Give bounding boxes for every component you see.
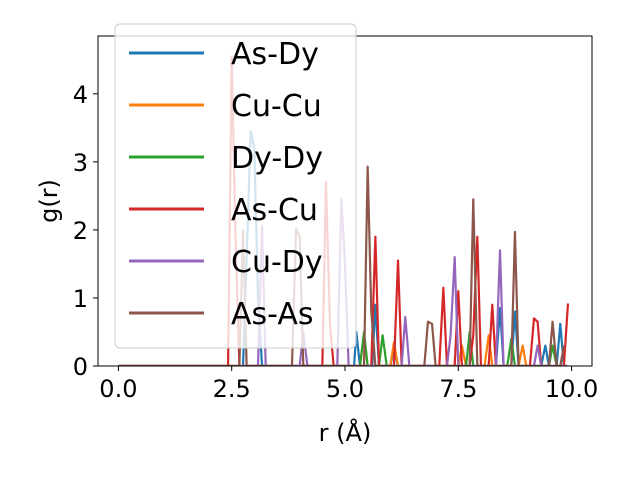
series-line-cu-dy	[118, 198, 568, 366]
x-tick-label: 10.0	[545, 375, 598, 403]
y-tick-label: 2	[73, 217, 88, 245]
x-tick-label: 7.5	[439, 375, 477, 403]
legend: As-Dy Cu-Cu Dy-Dy As-Cu Cu-Dy As-As	[114, 23, 357, 349]
legend-label-cu-cu: Cu-Cu	[231, 89, 322, 124]
y-tick-label: 1	[73, 285, 88, 313]
x-tick-label: 2.5	[213, 375, 251, 403]
x-axis-label: r (Å)	[319, 418, 372, 447]
y-tick-label: 4	[73, 81, 88, 109]
y-tick-label: 0	[73, 353, 88, 381]
y-axis-label: g(r)	[35, 179, 63, 223]
y-tick-label: 3	[73, 149, 88, 177]
legend-label-as-dy: As-Dy	[231, 37, 319, 72]
x-axis-ticks: 0.0 2.5 5.0 7.5 10.0	[99, 366, 598, 403]
x-tick-label: 0.0	[99, 375, 137, 403]
legend-label-as-cu: As-Cu	[231, 193, 318, 228]
x-tick-label: 5.0	[326, 375, 364, 403]
legend-label-dy-dy: Dy-Dy	[231, 141, 323, 176]
legend-label-as-as: As-As	[231, 297, 313, 332]
y-axis-ticks: 0 1 2 3 4	[73, 81, 98, 381]
legend-label-cu-dy: Cu-Dy	[231, 245, 323, 280]
